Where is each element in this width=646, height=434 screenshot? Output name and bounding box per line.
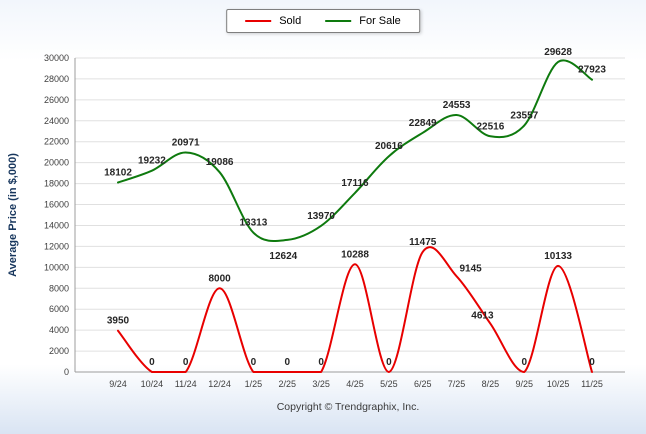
y-tick-label: 0 [64,367,69,377]
data-label: 0 [183,357,189,368]
data-label: 29628 [544,47,572,58]
data-label: 20616 [375,141,403,152]
data-label: 8000 [208,273,231,284]
data-label: 10288 [341,249,369,260]
y-tick-label: 30000 [44,53,69,63]
sold-line-swatch [245,20,272,22]
y-tick-label: 4000 [49,325,69,335]
legend-item-for-sale: For Sale [325,15,401,27]
x-tick-label: 3/25 [312,379,330,389]
y-tick-label: 6000 [49,304,69,314]
copyright-text: Copyright © Trendgraphix, Inc. [276,401,420,413]
x-tick-label: 1/25 [245,379,263,389]
x-tick-label: 6/25 [414,379,432,389]
data-label: 0 [589,357,595,368]
data-label: 18102 [104,168,132,179]
x-tick-label: 2/25 [279,379,297,389]
x-tick-label: 8/25 [482,379,500,389]
x-tick-label: 9/24 [109,379,127,389]
data-label: 27923 [578,65,606,76]
x-tick-label: 7/25 [448,379,466,389]
y-tick-label: 12000 [44,241,69,251]
y-tick-label: 18000 [44,179,69,189]
y-tick-label: 14000 [44,220,69,230]
y-tick-label: 28000 [44,74,69,84]
y-tick-label: 20000 [44,158,69,168]
data-label: 20971 [172,138,200,149]
data-label: 0 [318,357,324,368]
data-label: 19232 [138,156,166,167]
data-label: 13970 [307,211,335,222]
legend-label-for-sale: For Sale [359,15,401,27]
y-axis-title: Average Price (in $,000) [7,153,19,277]
y-tick-label: 16000 [44,200,69,210]
chart-legend: Sold For Sale [226,9,420,33]
data-label: 22516 [476,121,504,132]
y-tick-label: 24000 [44,116,69,126]
data-label: 19086 [206,157,234,168]
data-label: 11475 [409,237,437,248]
data-label: 23557 [510,110,538,121]
x-tick-label: 9/25 [516,379,534,389]
data-label: 4613 [471,311,494,322]
data-label: 12624 [269,251,297,262]
data-label: 9145 [459,263,482,274]
data-label: 3950 [107,316,130,327]
x-tick-label: 10/24 [141,379,164,389]
y-tick-label: 22000 [44,137,69,147]
x-tick-label: 11/25 [581,379,603,389]
data-label: 13313 [239,218,267,229]
for-sale-line [117,59,593,243]
data-label: 17116 [341,178,369,189]
y-tick-label: 8000 [49,283,69,293]
data-label: 0 [285,357,291,368]
data-label: 0 [386,357,392,368]
for-sale-line-swatch [325,20,352,22]
data-label: 24553 [443,100,471,111]
x-tick-label: 5/25 [380,379,398,389]
data-label: 0 [251,357,257,368]
sold-line [117,246,593,373]
legend-label-sold: Sold [279,15,302,27]
legend-item-sold: Sold [245,15,301,27]
y-tick-label: 10000 [44,262,69,272]
x-tick-label: 12/24 [208,379,231,389]
data-label: 22849 [409,118,437,129]
data-label: 10133 [544,251,572,262]
y-tick-label: 26000 [44,95,69,105]
x-tick-label: 10/25 [547,379,570,389]
data-label: 0 [522,357,528,368]
data-label: 0 [149,357,155,368]
chart-svg: 0 2000 4000 6000 8000 10000 12000 14000 16000 180… [7,47,625,389]
x-tick-label: 11/24 [175,379,197,389]
x-tick-label: 4/25 [346,379,364,389]
y-tick-label: 2000 [49,346,69,356]
